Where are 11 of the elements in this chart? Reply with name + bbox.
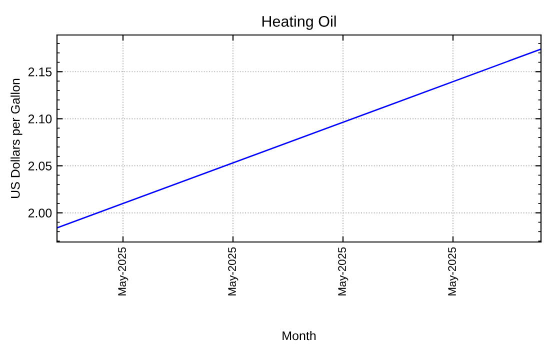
x-tick-label: May-2025 [228,247,238,296]
y-tick-label: 2.00 [28,208,52,218]
x-tick-label: May-2025 [118,247,128,296]
y-tick-label: 2.10 [28,114,52,124]
x-axis-title: Month [282,330,316,340]
chart-title: Heating Oil [262,16,336,30]
x-tick-label: May-2025 [448,247,458,296]
x-tick-label: May-2025 [338,247,348,296]
y-tick-label: 2.05 [28,162,52,170]
y-axis-title: US Dollars per Gallon [10,78,22,198]
y-tick-label: 2.15 [28,67,52,76]
